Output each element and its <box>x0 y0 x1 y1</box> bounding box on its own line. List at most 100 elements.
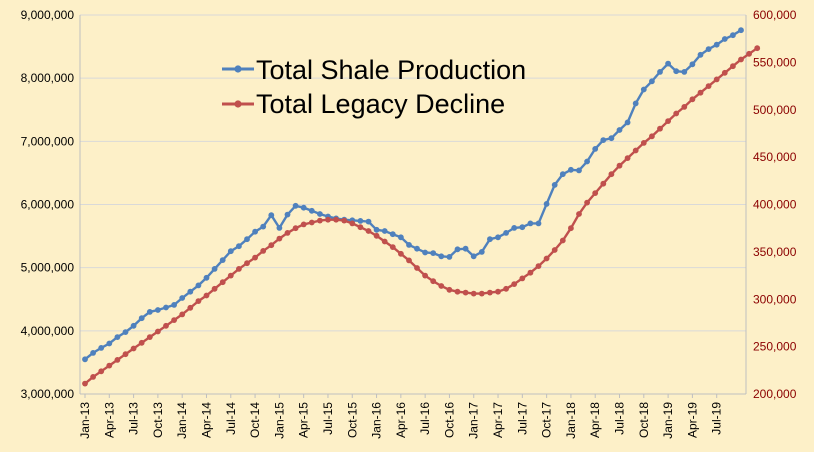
data-point-shale <box>495 234 501 241</box>
data-point-shale <box>632 100 639 107</box>
data-point-shale <box>130 322 137 329</box>
x-tick-label: Jul-14 <box>224 402 238 435</box>
data-point-legacy <box>381 238 388 245</box>
x-tick-label: Jul-18 <box>613 402 627 435</box>
y-left-tick-label: 9,000,000 <box>21 8 75 22</box>
data-point-shale <box>657 69 663 75</box>
data-point-shale <box>276 225 283 231</box>
data-point-legacy <box>349 220 356 227</box>
x-tick-label: Jan-14 <box>175 402 189 439</box>
data-point-shale <box>406 242 412 248</box>
data-point-shale <box>608 135 615 142</box>
x-tick-label: Oct-13 <box>151 402 165 438</box>
data-point-shale <box>673 68 680 75</box>
series-layer <box>82 27 761 387</box>
data-point-shale <box>155 307 161 313</box>
data-point-legacy <box>171 317 178 323</box>
y-right-tick-label: 200,000 <box>753 387 797 401</box>
legend-label-shale: Total Shale Production <box>256 55 526 85</box>
data-point-legacy <box>430 278 437 285</box>
x-tick-label: Jan-18 <box>564 402 578 439</box>
data-point-shale <box>681 69 688 75</box>
data-point-shale <box>584 158 590 165</box>
data-point-shale <box>454 246 461 253</box>
data-point-legacy <box>503 285 509 292</box>
data-point-legacy <box>163 322 169 329</box>
data-point-legacy <box>665 118 671 124</box>
data-point-legacy <box>649 133 655 140</box>
data-point-legacy <box>438 283 445 289</box>
data-point-legacy <box>398 250 404 257</box>
x-tick-label: Jan-15 <box>272 402 286 439</box>
data-point-legacy <box>462 289 469 296</box>
data-point-legacy <box>114 357 121 363</box>
data-point-legacy <box>106 362 113 369</box>
y-left-tick-label: 5,000,000 <box>21 261 75 275</box>
data-point-legacy <box>446 286 453 293</box>
y-axis-left: 3,000,000 4,000,000 5,000,000 6,000,000 7,00… <box>21 8 75 401</box>
data-point-legacy <box>632 147 639 154</box>
data-point-legacy <box>130 345 137 352</box>
data-point-legacy <box>236 266 242 272</box>
legend-item-shale: Total Shale Production <box>222 55 526 85</box>
data-point-legacy <box>146 334 153 340</box>
data-point-legacy <box>746 50 752 57</box>
data-point-shale <box>551 182 558 188</box>
data-point-legacy <box>325 216 331 223</box>
data-point-legacy <box>705 83 712 89</box>
data-point-shale <box>106 340 113 347</box>
data-point-legacy <box>203 292 210 299</box>
y-right-tick-label: 250,000 <box>753 340 797 354</box>
data-point-shale <box>535 220 542 227</box>
data-point-legacy <box>730 63 736 70</box>
data-point-legacy <box>681 104 688 110</box>
data-point-legacy <box>576 211 582 217</box>
data-point-shale <box>252 228 258 235</box>
data-point-shale <box>470 253 477 260</box>
x-axis: Jan-13 Apr-13 Jul-13 Oct-13 Jan-14 Apr-14 Jul-… <box>78 394 724 439</box>
data-point-legacy <box>568 225 574 232</box>
data-point-legacy <box>422 272 428 279</box>
data-point-shale <box>592 146 599 152</box>
data-point-shale <box>665 60 671 67</box>
data-point-legacy <box>90 374 96 380</box>
data-point-legacy <box>406 257 412 264</box>
x-tick-label: Jan-19 <box>661 402 675 439</box>
data-point-legacy <box>592 190 599 197</box>
data-point-legacy <box>527 269 534 276</box>
data-point-shale <box>600 137 607 144</box>
data-point-shale <box>187 288 194 295</box>
data-point-legacy <box>657 125 663 132</box>
x-tick-label: Jul-13 <box>127 402 141 435</box>
x-tick-label: Jul-17 <box>515 402 529 435</box>
data-point-legacy <box>179 311 186 318</box>
data-point-shale <box>203 274 210 281</box>
y-right-tick-label: 300,000 <box>753 292 797 306</box>
x-tick-label: Oct-17 <box>540 402 554 438</box>
data-point-shale <box>82 356 88 363</box>
x-tick-label: Oct-15 <box>345 402 359 438</box>
data-point-shale <box>730 32 736 39</box>
gridlines <box>80 14 746 332</box>
data-point-legacy <box>187 304 194 311</box>
x-tick-label: Apr-18 <box>588 402 602 438</box>
data-point-legacy <box>195 298 202 304</box>
data-point-shale <box>227 248 234 255</box>
data-point-shale <box>381 228 388 234</box>
data-point-shale <box>503 230 509 236</box>
data-point-shale <box>236 243 242 250</box>
x-tick-label: Jul-15 <box>321 402 335 435</box>
x-tick-label: Apr-14 <box>199 402 213 438</box>
data-point-shale <box>519 224 526 231</box>
y-right-tick-label: 550,000 <box>753 55 797 69</box>
legend-label-legacy: Total Legacy Decline <box>256 89 505 119</box>
data-point-legacy <box>487 289 493 296</box>
data-point-legacy <box>276 235 283 242</box>
data-point-shale <box>568 166 574 173</box>
data-point-shale <box>138 315 145 322</box>
data-point-shale <box>438 253 445 260</box>
data-point-shale <box>559 171 566 178</box>
data-point-legacy <box>535 263 542 269</box>
data-point-legacy <box>300 221 307 228</box>
x-tick-label: Jan-16 <box>370 402 384 439</box>
